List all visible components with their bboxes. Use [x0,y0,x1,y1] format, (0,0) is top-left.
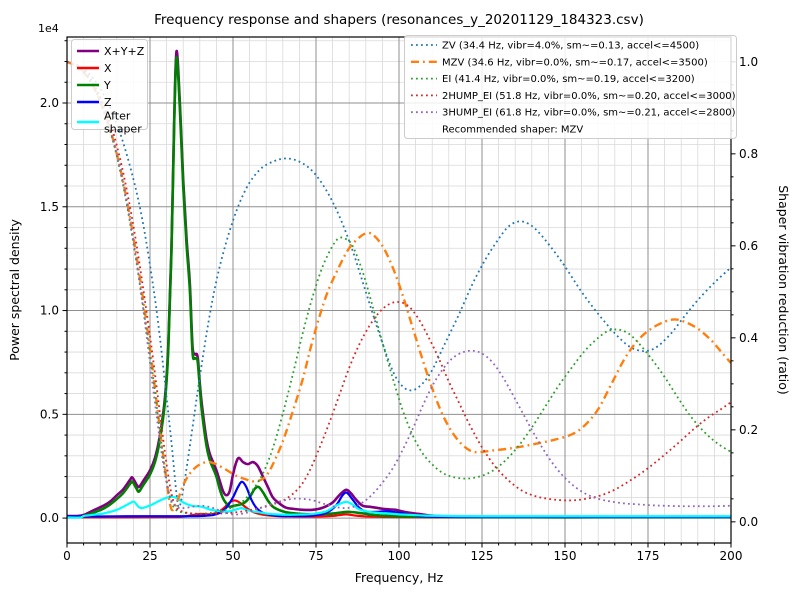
y-left-tick-label: 0.5 [40,407,59,421]
x-tick-label: 75 [308,549,323,563]
legend-shaper-label: MZV (34.6 Hz, vibr=0.0%, sm~=0.17, accel… [442,57,708,68]
series-mzv [67,60,731,512]
curves [67,49,731,519]
legend-psd-box [71,39,148,130]
x-tick-label: 25 [142,549,157,563]
y-left-tick-label: 2.0 [40,96,59,110]
y-left-tick-label: 1.0 [40,304,59,318]
legend-psd-label: X+Y+Z [104,45,145,58]
x-tick-label: 150 [554,549,577,563]
legend-shapers-box [404,35,737,139]
y-axis-offset-label: 1e4 [38,22,59,35]
y-right-tick-label: 0.6 [739,239,758,253]
legend-psd-label: Z [104,96,112,109]
legend-shaper-label: ZV (34.4 Hz, vibr=4.0%, sm~=0.13, accel<… [442,41,699,52]
legend-shaper-label: Recommended shaper: MZV [442,125,583,136]
x-axis-label: Frequency, Hz [355,570,444,585]
legend-psd-label: After [104,110,131,123]
legend-psd-label: Y [103,79,111,92]
series-x-y-z [67,49,731,519]
legend-shaper-label: 3HUMP_EI (61.8 Hz, vibr=0.0%, sm~=0.21, … [442,108,736,119]
legend-psd-label: shaper [104,123,142,136]
grid [66,37,732,543]
y-right-tick-label: 1.0 [739,55,758,69]
y-left-tick-label: 0.0 [40,511,59,525]
x-tick-label: 0 [63,549,71,563]
axes-ticks [62,40,736,548]
legend-shaper-label: 2HUMP_EI (51.8 Hz, vibr=0.0%, sm~=0.20, … [442,91,736,102]
y-right-tick-label: 0.8 [739,147,758,161]
x-tick-label: 200 [720,549,743,563]
tick-labels: 0 25 50 75 100 125 150 175 200 0.0 0.5 1.0 1.5 2.0 0.0… [40,55,758,563]
series-y [67,56,731,519]
y-right-tick-label: 0.2 [739,423,758,437]
series-after-shaper [67,495,731,519]
legend-psd-label: X [104,62,112,75]
series-2hump-ei [67,60,731,515]
y-left-tick-label: 1.5 [40,200,59,214]
legend-shaper-label: EI (41.4 Hz, vibr=0.0%, sm~=0.19, accel<… [442,74,695,85]
x-tick-label: 100 [388,549,411,563]
x-tick-label: 175 [637,549,660,563]
x-tick-label: 50 [225,549,240,563]
legend-shapers: ZV (34.4 Hz, vibr=4.0%, sm~=0.13, accel<… [404,35,737,139]
y-right-axis-label: Shaper vibration reduction (ratio) [776,185,791,395]
y-left-axis-label: Power spectral density [7,219,22,361]
y-right-tick-label: 0.4 [739,331,758,345]
x-tick-label: 125 [471,549,494,563]
y-right-tick-label: 0.0 [739,515,758,529]
chart-title: Frequency response and shapers (resonanc… [154,12,644,28]
